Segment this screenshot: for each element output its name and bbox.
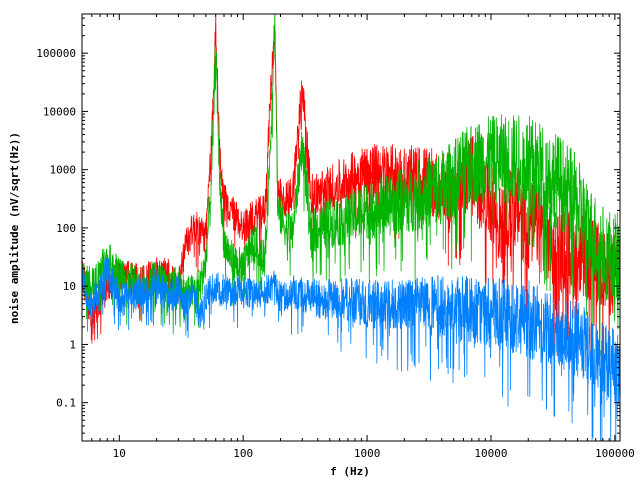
y-tick-label: 100: [56, 222, 76, 235]
y-tick-label: 10000: [43, 105, 76, 118]
x-tick-label: 100: [233, 447, 253, 460]
y-axis-title: noise amplitude (nV/sqrt(Hz)): [8, 132, 21, 324]
series-layer: [82, 14, 620, 441]
y-tick-label: 0.1: [56, 397, 76, 410]
y-tick-label: 1000: [50, 164, 77, 177]
y-tick-label: 10: [63, 280, 76, 293]
ticks-layer: 10 100 1000 10000 100000 0.1 1 10 100 1000 10000 10…: [36, 14, 635, 460]
x-tick-label: 10: [113, 447, 126, 460]
x-tick-label: 100000: [595, 447, 635, 460]
y-tick-label: 1: [69, 338, 76, 351]
noise-series-3-line: [82, 257, 620, 441]
x-axis-title: f (Hz): [330, 465, 370, 478]
noise-series-2-line: [82, 14, 620, 357]
x-tick-label: 1000: [354, 447, 381, 460]
y-tick-label: 100000: [36, 47, 76, 60]
x-tick-label: 10000: [474, 447, 507, 460]
